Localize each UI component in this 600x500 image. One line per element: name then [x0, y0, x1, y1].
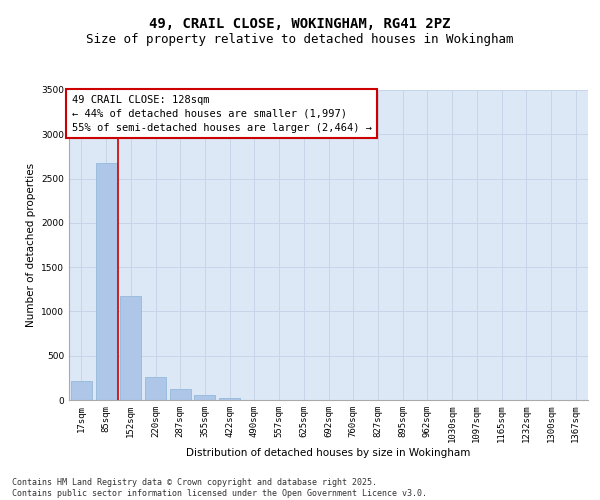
Bar	[194, 395, 215, 400]
Text: 49 CRAIL CLOSE: 128sqm
← 44% of detached houses are smaller (1,997)
55% of semi-: 49 CRAIL CLOSE: 128sqm ← 44% of detached…	[71, 94, 371, 132]
Bar	[145, 377, 166, 400]
Bar	[219, 398, 240, 400]
Text: 49, CRAIL CLOSE, WOKINGHAM, RG41 2PZ: 49, CRAIL CLOSE, WOKINGHAM, RG41 2PZ	[149, 18, 451, 32]
Y-axis label: Number of detached properties: Number of detached properties	[26, 163, 35, 327]
Text: Size of property relative to detached houses in Wokingham: Size of property relative to detached ho…	[86, 32, 514, 46]
X-axis label: Distribution of detached houses by size in Wokingham: Distribution of detached houses by size …	[187, 448, 470, 458]
Bar	[120, 296, 141, 400]
Bar	[95, 162, 116, 400]
Text: Contains HM Land Registry data © Crown copyright and database right 2025.
Contai: Contains HM Land Registry data © Crown c…	[12, 478, 427, 498]
Bar	[170, 390, 191, 400]
Bar	[71, 380, 92, 400]
